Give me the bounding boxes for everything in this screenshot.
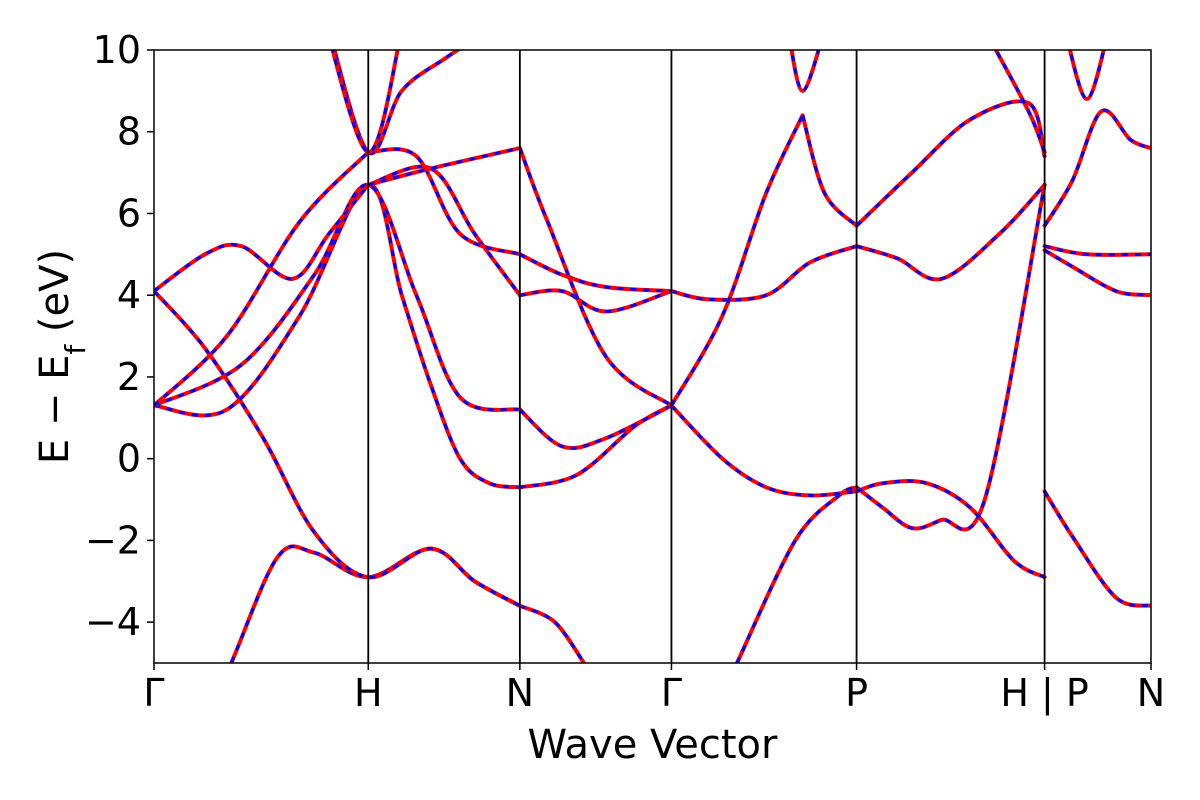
y-axis-title-unit: (eV) — [32, 249, 78, 345]
band-line-red — [229, 544, 522, 663]
band-line-red — [366, 147, 522, 257]
band-line-red — [800, 113, 859, 228]
x-axis-title: Wave Vector — [528, 722, 779, 768]
band-line-blue-dashed — [519, 288, 672, 313]
band-line-red — [154, 150, 371, 408]
band-line-red — [993, 50, 1047, 155]
band-line-red — [517, 146, 674, 408]
band-line-blue-dashed — [735, 485, 858, 663]
band-line-red — [1042, 489, 1151, 608]
plot-frame — [153, 49, 1152, 664]
band-line-blue-dashed — [229, 544, 521, 663]
band-line-blue-dashed — [856, 183, 1046, 281]
band-line-red — [1067, 50, 1106, 101]
band-line-red — [669, 113, 805, 408]
band-line-blue-dashed — [518, 404, 673, 450]
y-tick-label: 0 — [117, 437, 141, 481]
kpoint-label: N — [506, 671, 534, 715]
kpoint-label: N — [1137, 671, 1165, 715]
band-line-red — [332, 50, 462, 156]
band-line-red — [854, 182, 1047, 532]
band-line-blue-dashed — [994, 50, 1046, 153]
y-tick-label: 10 — [93, 28, 141, 72]
band-line-red — [789, 50, 821, 93]
band-line-blue-dashed — [333, 50, 461, 155]
band-line-blue-dashed — [801, 114, 858, 227]
kpoint-label: Γ — [143, 671, 164, 715]
band-line-blue-dashed — [154, 183, 521, 489]
band-line-red — [330, 50, 400, 155]
y-tick-label: 6 — [117, 191, 141, 235]
y-axis-title-subscript: f — [59, 344, 92, 355]
kpoint-label: Γ — [661, 671, 682, 715]
band-line-red — [854, 479, 1047, 580]
band-line-red — [517, 603, 586, 663]
y-axis-title: E − Ef (eV) — [32, 249, 92, 464]
band-line-blue-dashed — [855, 99, 1047, 227]
y-tick-label: −4 — [85, 600, 141, 644]
band-line-blue-dashed — [518, 147, 673, 407]
band-line-blue-dashed — [1043, 248, 1151, 297]
y-axis-title-main: E − E — [32, 355, 78, 465]
y-tick-label: 2 — [117, 355, 141, 399]
kpoint-label: H — [354, 671, 383, 715]
band-line-blue-dashed — [671, 244, 858, 302]
band-line-blue-dashed — [367, 165, 522, 297]
band-line-red — [1042, 108, 1151, 228]
band-line-blue-dashed — [670, 114, 804, 407]
band-line-blue-dashed — [1044, 244, 1151, 257]
kpoint-label: H | P — [1000, 671, 1088, 716]
band-line-blue-dashed — [519, 604, 586, 663]
band-line-blue-dashed — [367, 146, 521, 187]
y-tick-label: 4 — [117, 273, 141, 317]
kpoint-label: P — [845, 671, 868, 715]
y-tick-label: 8 — [117, 110, 141, 154]
band-line-red — [669, 403, 859, 498]
band-line-red — [366, 164, 522, 298]
band-line-blue-dashed — [154, 183, 521, 412]
y-axis-ticks: 10 8 6 4 2 0 −2 −4 — [85, 28, 154, 644]
band-line-blue-dashed — [519, 252, 672, 293]
band-line-blue-dashed — [855, 184, 1047, 531]
band-line-blue-dashed — [790, 50, 821, 93]
y-tick-label: −2 — [85, 518, 141, 562]
band-line-blue-dashed — [154, 151, 370, 407]
x-axis-ticks: Γ H N Γ P H | P N — [143, 663, 1165, 716]
bands-layer — [154, 50, 1151, 663]
band-line-red — [854, 99, 1047, 228]
band-line-red — [735, 485, 859, 663]
band-line-red — [1042, 248, 1151, 298]
band-line-blue-dashed — [154, 183, 370, 293]
band-line-blue-dashed — [670, 404, 857, 497]
band-line-blue-dashed — [1043, 108, 1151, 227]
band-line-blue-dashed — [1043, 490, 1151, 608]
band-line-blue-dashed — [154, 290, 521, 608]
high-symmetry-lines — [367, 50, 1046, 663]
